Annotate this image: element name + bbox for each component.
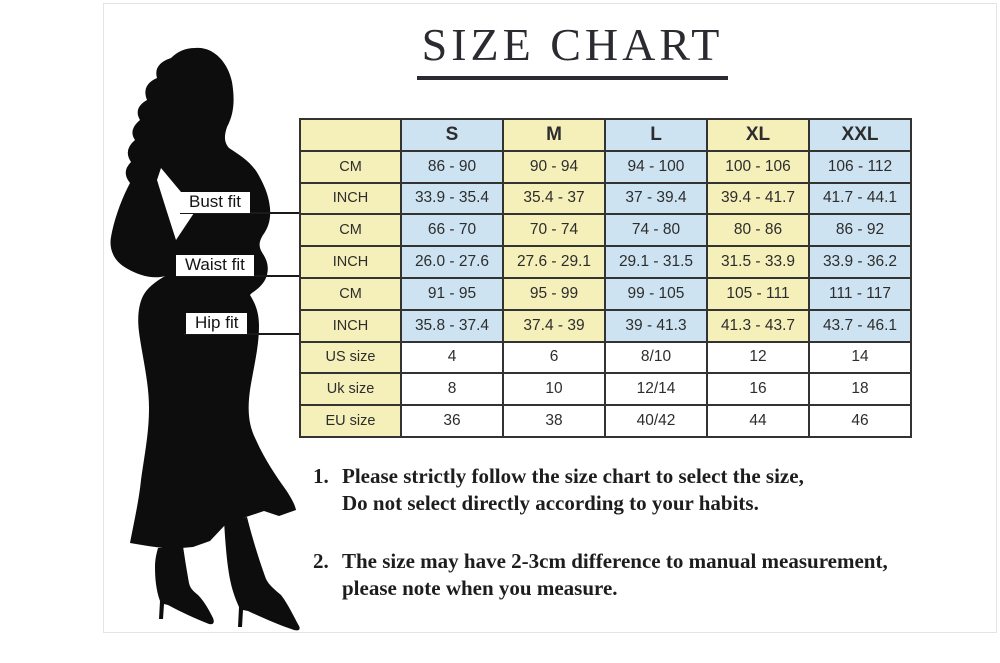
table-cell: 33.9 - 35.4 — [400, 181, 504, 216]
table-cell: 111 - 117 — [808, 276, 912, 311]
row-label-waist-cm: CM — [299, 213, 402, 248]
row-label-us-size: US size — [299, 340, 402, 375]
hip-fit-label: Hip fit — [186, 313, 248, 334]
table-cell: 74 - 80 — [604, 213, 708, 248]
table-cell: 105 - 111 — [706, 276, 810, 311]
table-cell: 26.0 - 27.6 — [400, 245, 504, 279]
column-header-xxl: XXL — [808, 118, 912, 152]
table-cell: 86 - 92 — [808, 213, 912, 248]
table-cell: 33.9 - 36.2 — [808, 245, 912, 279]
note-1: 1. Please strictly follow the size chart… — [313, 463, 953, 516]
table-cell: 8 — [400, 372, 504, 407]
table-cell: 66 - 70 — [400, 213, 504, 248]
table-cell: 6 — [502, 340, 606, 375]
table-cell: 18 — [808, 372, 912, 407]
table-row: CM 66 - 70 70 - 74 74 - 80 80 - 86 86 - … — [299, 213, 912, 248]
table-cell: 95 - 99 — [502, 276, 606, 311]
note-1-number: 1. — [313, 464, 329, 488]
table-row: CM 91 - 95 95 - 99 99 - 105 105 - 111 11… — [299, 276, 912, 311]
table-corner-cell — [299, 118, 402, 152]
table-cell: 46 — [808, 404, 912, 438]
table-cell: 41.3 - 43.7 — [706, 308, 810, 343]
table-cell: 8/10 — [604, 340, 708, 375]
title-underline — [417, 76, 728, 80]
note-1-line-1: Please strictly follow the size chart to… — [342, 464, 804, 488]
table-cell: 100 - 106 — [706, 149, 810, 184]
waist-pointer-line — [176, 275, 299, 277]
row-label-hip-cm: CM — [299, 276, 402, 311]
table-cell: 14 — [808, 340, 912, 375]
table-row: INCH 26.0 - 27.6 27.6 - 29.1 29.1 - 31.5… — [299, 245, 912, 279]
size-table: S M L XL XXL CM 86 - 90 90 - 94 94 - 100… — [299, 118, 912, 438]
row-label-waist-inch: INCH — [299, 245, 402, 279]
table-row: US size 4 6 8/10 12 14 — [299, 340, 912, 375]
table-cell: 39 - 41.3 — [604, 308, 708, 343]
table-cell: 35.8 - 37.4 — [400, 308, 504, 343]
note-2: 2. The size may have 2-3cm difference to… — [313, 548, 973, 601]
table-cell: 16 — [706, 372, 810, 407]
hip-pointer-line — [184, 333, 299, 335]
table-cell: 80 - 86 — [706, 213, 810, 248]
table-row: CM 86 - 90 90 - 94 94 - 100 100 - 106 10… — [299, 149, 912, 184]
table-header-row: S M L XL XXL — [299, 118, 912, 152]
table-cell: 90 - 94 — [502, 149, 606, 184]
table-cell: 40/42 — [604, 404, 708, 438]
note-1-line-2: Do not select directly according to your… — [342, 490, 759, 515]
table-cell: 37.4 - 39 — [502, 308, 606, 343]
row-label-bust-cm: CM — [299, 149, 402, 184]
table-row: INCH 33.9 - 35.4 35.4 - 37 37 - 39.4 39.… — [299, 181, 912, 216]
row-label-bust-inch: INCH — [299, 181, 402, 216]
column-header-xl: XL — [706, 118, 810, 152]
table-cell: 31.5 - 33.9 — [706, 245, 810, 279]
table-cell: 10 — [502, 372, 606, 407]
page-title: SIZE CHART — [421, 19, 724, 70]
table-cell: 99 - 105 — [604, 276, 708, 311]
note-2-line-2: please note when you measure. — [342, 575, 618, 600]
column-header-l: L — [604, 118, 708, 152]
table-cell: 27.6 - 29.1 — [502, 245, 606, 279]
table-cell: 41.7 - 44.1 — [808, 181, 912, 216]
table-cell: 70 - 74 — [502, 213, 606, 248]
table-cell: 37 - 39.4 — [604, 181, 708, 216]
table-cell: 12 — [706, 340, 810, 375]
table-cell: 86 - 90 — [400, 149, 504, 184]
table-cell: 39.4 - 41.7 — [706, 181, 810, 216]
waist-fit-label: Waist fit — [176, 255, 254, 276]
table-cell: 35.4 - 37 — [502, 181, 606, 216]
table-row: Uk size 8 10 12/14 16 18 — [299, 372, 912, 407]
note-2-number: 2. — [313, 549, 329, 573]
table-row: INCH 35.8 - 37.4 37.4 - 39 39 - 41.3 41.… — [299, 308, 912, 343]
column-header-s: S — [400, 118, 504, 152]
row-label-hip-inch: INCH — [299, 308, 402, 343]
table-cell: 43.7 - 46.1 — [808, 308, 912, 343]
note-2-line-1: The size may have 2-3cm difference to ma… — [342, 549, 888, 573]
row-label-eu-size: EU size — [299, 404, 402, 438]
table-cell: 12/14 — [604, 372, 708, 407]
row-label-uk-size: Uk size — [299, 372, 402, 407]
table-cell: 29.1 - 31.5 — [604, 245, 708, 279]
column-header-m: M — [502, 118, 606, 152]
table-cell: 36 — [400, 404, 504, 438]
table-cell: 106 - 112 — [808, 149, 912, 184]
woman-silhouette — [110, 47, 300, 631]
table-cell: 94 - 100 — [604, 149, 708, 184]
table-cell: 4 — [400, 340, 504, 375]
table-cell: 91 - 95 — [400, 276, 504, 311]
table-cell: 44 — [706, 404, 810, 438]
table-row: EU size 36 38 40/42 44 46 — [299, 404, 912, 438]
table-cell: 38 — [502, 404, 606, 438]
bust-pointer-line — [180, 212, 299, 214]
bust-fit-label: Bust fit — [180, 192, 250, 213]
